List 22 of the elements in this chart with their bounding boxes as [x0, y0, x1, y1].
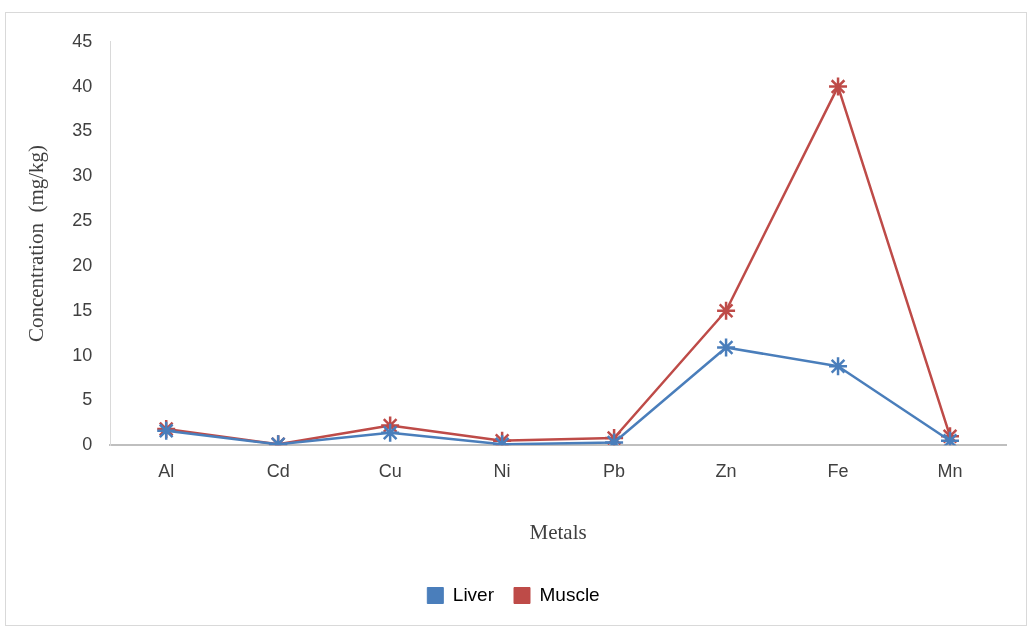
y-tick-label: 30	[72, 165, 93, 186]
x-tick-label: Ni	[493, 460, 511, 481]
y-axis-title: Concentration (mg/kg)	[24, 144, 49, 343]
x-tick-label: Al	[158, 460, 175, 481]
x-tick-label: Fe	[827, 460, 849, 481]
legend-label: Muscle	[539, 583, 600, 605]
x-tick-label: Pb	[603, 460, 626, 481]
x-tick-label: Mn	[937, 460, 963, 481]
x-axis-title: Metals	[529, 519, 587, 544]
y-tick-label: 40	[72, 75, 93, 96]
y-tick-label: 25	[72, 210, 93, 231]
y-tick-label: 0	[82, 434, 93, 455]
x-tick-label: Cd	[266, 460, 290, 481]
y-tick-label: 35	[72, 120, 93, 141]
y-tick-label: 20	[72, 254, 93, 275]
legend-label: Liver	[452, 583, 495, 605]
y-tick-label: 10	[72, 344, 93, 365]
y-tick-label: 45	[72, 30, 93, 51]
x-tick-label: Cu	[378, 460, 402, 481]
x-tick-label: Zn	[715, 460, 737, 481]
y-tick-label: 15	[72, 299, 93, 320]
y-tick-label: 5	[82, 389, 93, 410]
